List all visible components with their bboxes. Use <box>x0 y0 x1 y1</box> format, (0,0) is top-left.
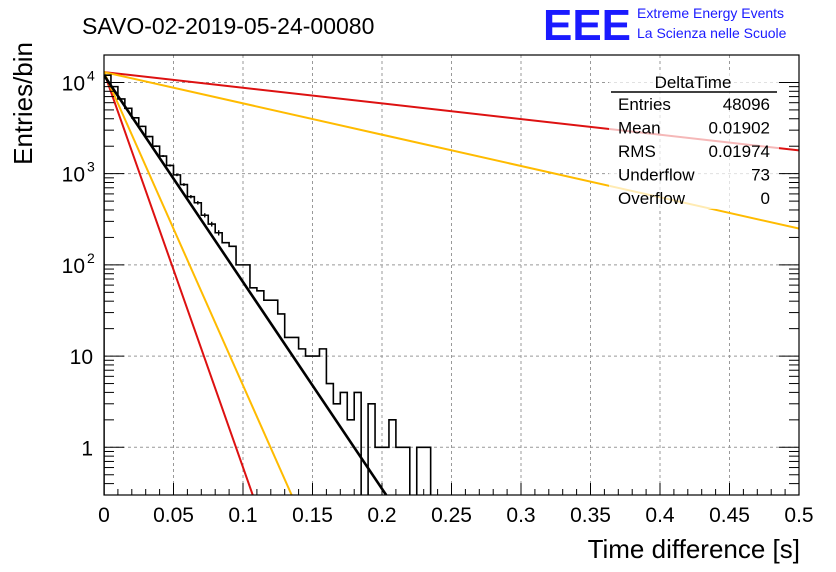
x-axis-title: Time difference [s] <box>588 534 800 564</box>
stats-label: Mean <box>618 119 661 138</box>
histogram-series <box>104 74 432 495</box>
x-tick-label: 0.25 <box>431 504 472 527</box>
y-tick-exponent: 3 <box>87 159 95 175</box>
x-tick-label: 0.4 <box>645 504 675 527</box>
x-tick-label: 0 <box>98 504 110 527</box>
series-line <box>104 74 388 495</box>
eee-logo: EEE <box>543 1 631 50</box>
stats-value: 0 <box>761 189 770 208</box>
stats-value: 0.01974 <box>709 142 770 161</box>
stats-label: Underflow <box>618 166 695 185</box>
stats-box-background <box>609 71 779 209</box>
logo-subtitle-2: La Scienza nelle Scuole <box>637 25 787 41</box>
series-line <box>104 71 293 495</box>
x-tick-label: 0.2 <box>367 504 396 527</box>
x-tick-label: 0.45 <box>709 504 750 527</box>
y-tick-label: 10 <box>70 346 93 369</box>
y-tick-label: 10 <box>62 164 85 187</box>
y-tick-label: 10 <box>62 255 85 278</box>
x-tick-label: 0.5 <box>784 504 813 527</box>
stats-label: RMS <box>618 142 656 161</box>
y-tick-exponent: 2 <box>87 250 95 266</box>
axis-ticks <box>103 54 800 496</box>
stats-label: Overflow <box>618 189 686 208</box>
series-line <box>104 71 254 495</box>
y-tick-label: 10 <box>62 72 85 95</box>
y-axis-title: Entries/bin <box>8 42 38 165</box>
stats-value: 48096 <box>723 95 770 114</box>
x-tick-label: 0.15 <box>292 504 333 527</box>
y-tick-label: 1 <box>81 437 93 460</box>
logo-subtitle-1: Extreme Energy Events <box>637 5 784 21</box>
stats-value: 73 <box>751 166 770 185</box>
stats-box: DeltaTime Entries 48096 Mean 0.01902 RMS 0.01… <box>609 71 779 209</box>
x-tick-label: 0.35 <box>570 504 611 527</box>
stats-label: Entries <box>618 95 671 114</box>
x-tick-labels: 0 0.05 0.1 0.15 0.2 0.25 0.3 0.35 0.4 0.45 0.5 <box>98 504 813 527</box>
x-tick-label: 0.1 <box>228 504 257 527</box>
stats-value: 0.01902 <box>709 119 770 138</box>
y-tick-exponent: 4 <box>87 67 95 83</box>
x-tick-label: 0.3 <box>506 504 535 527</box>
stats-title: DeltaTime <box>655 73 732 92</box>
x-tick-label: 0.05 <box>153 504 194 527</box>
chart-title: SAVO-02-2019-05-24-00080 <box>82 13 374 39</box>
stats-rows: Entries 48096 Mean 0.01902 RMS 0.01974 Underfl… <box>618 95 770 208</box>
